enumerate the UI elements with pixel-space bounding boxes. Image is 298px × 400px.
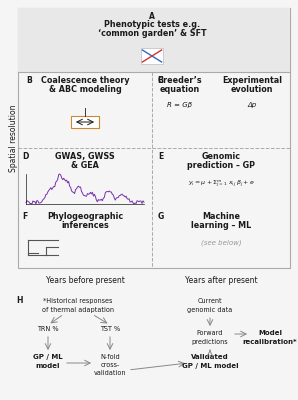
Bar (18, 8, 290, 268)
Text: R = Gβ: R = Gβ (167, 102, 193, 108)
Text: GP / ML: GP / ML (33, 354, 63, 360)
Text: model: model (36, 363, 60, 369)
Text: TRN %: TRN % (37, 326, 59, 332)
Bar (71, 116, 99, 128)
Text: E: E (158, 152, 163, 161)
Text: Spatial resolution: Spatial resolution (10, 104, 18, 172)
Text: & ABC modeling: & ABC modeling (49, 85, 121, 94)
Text: Forward: Forward (197, 330, 223, 336)
Text: validation: validation (94, 370, 126, 376)
Text: TST %: TST % (100, 326, 120, 332)
Text: recalibration*: recalibration* (243, 339, 297, 345)
Text: ‘common garden’ & SFT: ‘common garden’ & SFT (98, 29, 206, 38)
Text: A: A (149, 12, 155, 21)
Bar (18, 8, 290, 72)
Text: $y_i = \mu + \Sigma^m_{j=1}\ x_{ij}\ \beta_j + e$: $y_i = \mu + \Sigma^m_{j=1}\ x_{ij}\ \be… (187, 178, 254, 189)
Text: Phenotypic tests e.g.: Phenotypic tests e.g. (104, 20, 200, 29)
Text: predictions: predictions (192, 339, 228, 345)
Text: F: F (22, 212, 27, 221)
Text: Machine: Machine (202, 212, 240, 221)
Text: Years before present: Years before present (46, 276, 125, 285)
Text: Genomic: Genomic (201, 152, 240, 161)
Text: N-fold: N-fold (100, 354, 120, 360)
Text: Validated: Validated (191, 354, 229, 360)
Text: Breeder’s: Breeder’s (158, 76, 202, 85)
Text: learning – ML: learning – ML (191, 221, 251, 230)
Text: genomic data: genomic data (187, 307, 233, 313)
Text: Model: Model (258, 330, 282, 336)
Text: C: C (158, 76, 164, 85)
Text: evolution: evolution (231, 85, 273, 94)
Text: Current: Current (198, 298, 222, 304)
Bar (141, 48, 163, 64)
Text: & GEA: & GEA (71, 161, 99, 170)
Text: (see below): (see below) (201, 240, 241, 246)
Text: GP / ML model: GP / ML model (182, 363, 238, 369)
Text: Phylogeographic: Phylogeographic (47, 212, 123, 221)
Text: *Historical responses: *Historical responses (43, 298, 113, 304)
Text: inferences: inferences (61, 221, 109, 230)
Text: Experimental: Experimental (222, 76, 282, 85)
Text: Years after present: Years after present (185, 276, 257, 285)
Text: B: B (26, 76, 32, 85)
Text: equation: equation (160, 85, 200, 94)
Text: Coalescence theory: Coalescence theory (41, 76, 129, 85)
Text: of thermal adaptation: of thermal adaptation (42, 307, 114, 313)
Text: prediction – GP: prediction – GP (187, 161, 255, 170)
Text: D: D (22, 152, 28, 161)
Text: H: H (16, 296, 23, 305)
Text: cross-: cross- (100, 362, 120, 368)
Text: Δp: Δp (247, 102, 257, 108)
Text: G: G (158, 212, 164, 221)
Text: GWAS, GWSS: GWAS, GWSS (55, 152, 115, 161)
